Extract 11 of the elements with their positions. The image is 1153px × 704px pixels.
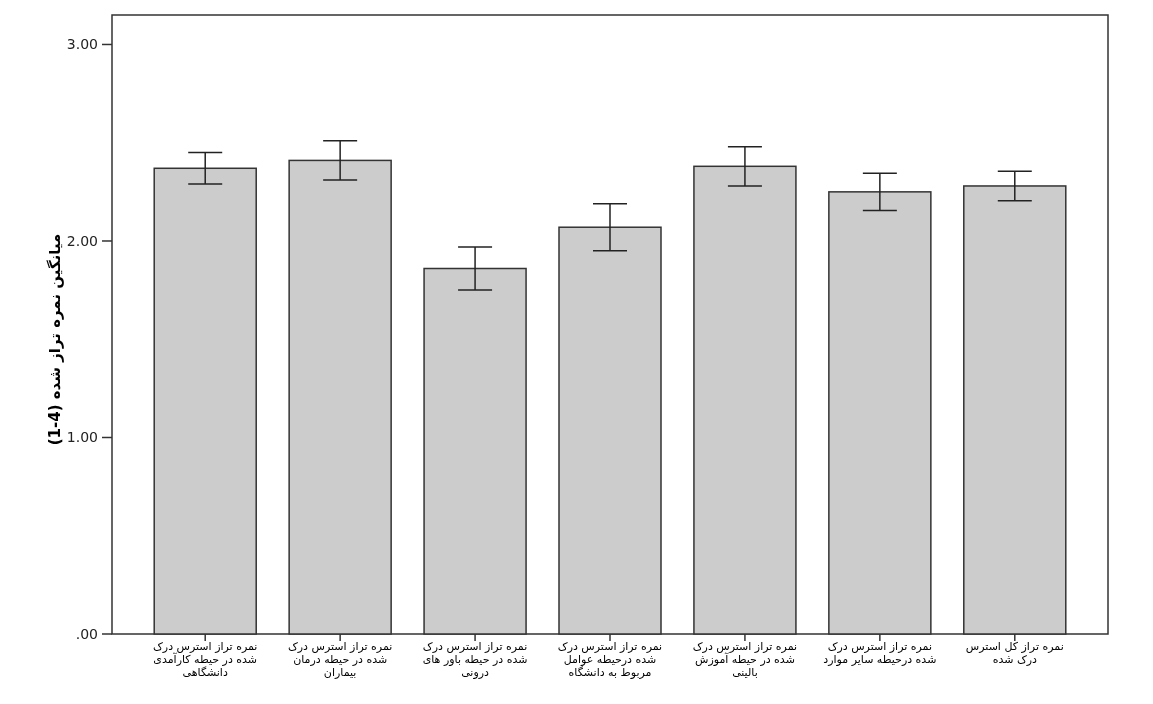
y-tick-label: .00	[75, 626, 98, 642]
x-tick-label: نمره تراز استرس درک شده در حیطه درمان بیماران	[286, 640, 394, 679]
x-tick-label: نمره تراز استرس درک شده در حیطه کارآمدی دانشگاهی	[152, 640, 259, 679]
y-tick-label: 2.00	[66, 232, 98, 249]
x-tick-label: نمره تراز کل استرس درک شده	[964, 640, 1065, 666]
x-tick-label: نمره تراز استرس درک شده در حیطه باور های درونی	[421, 640, 529, 679]
y-tick-label: 1.00	[66, 429, 98, 446]
x-tick-label: نمره تراز استرس درک شده درحیطه سایر موارد	[822, 640, 938, 666]
y-tick-label: 3.00	[66, 36, 98, 53]
x-tick-label: نمره تراز استرس درک شده درحیطه عوامل مربوط به دانشگاه	[556, 640, 664, 679]
x-tick-label: نمره تراز استرس درک شده در حیطه آموزش بالینی	[691, 640, 799, 679]
